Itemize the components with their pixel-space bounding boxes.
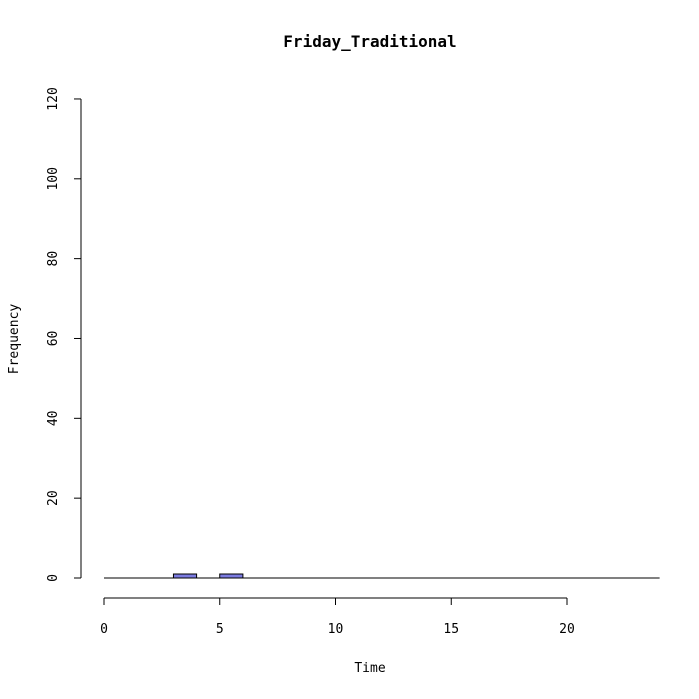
x-tick-label: 5 <box>216 622 224 637</box>
x-tick-label: 10 <box>328 622 344 637</box>
y-tick-label: 40 <box>46 410 61 426</box>
y-axis: 0 20 40 60 80 100 120 <box>46 87 82 582</box>
chart-title: Friday_Traditional <box>283 32 456 51</box>
y-tick-label: 60 <box>46 331 61 347</box>
histogram-bar <box>172 573 198 579</box>
y-tick-label: 20 <box>46 490 61 506</box>
y-tick-label: 120 <box>46 87 61 110</box>
y-tick-label: 0 <box>46 574 61 582</box>
histogram-bar <box>219 573 244 579</box>
x-axis: 0 5 10 15 20 <box>100 597 575 637</box>
histogram-bars <box>104 573 660 579</box>
x-tick-label: 20 <box>559 622 575 637</box>
x-tick-label: 0 <box>100 622 108 637</box>
x-tick-label: 15 <box>443 622 459 637</box>
y-tick-label: 80 <box>46 251 61 267</box>
x-axis-label: Time <box>354 661 385 676</box>
y-tick-label: 100 <box>46 167 61 190</box>
y-axis-label: Frequency <box>7 304 22 375</box>
